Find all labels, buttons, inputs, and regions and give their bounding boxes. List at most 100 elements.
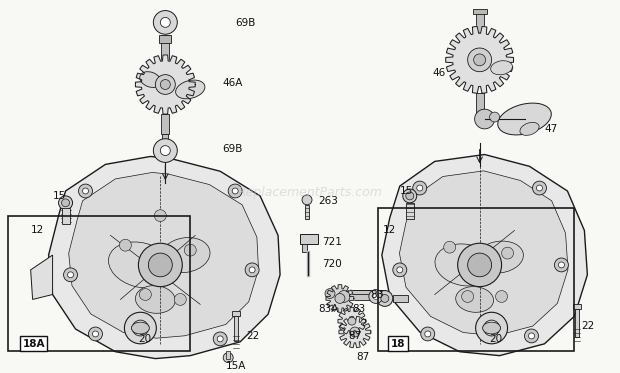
Circle shape — [58, 196, 73, 210]
Bar — [476, 93, 484, 118]
Bar — [393, 295, 408, 303]
Circle shape — [153, 10, 177, 34]
Circle shape — [217, 336, 223, 342]
Bar — [342, 294, 387, 300]
Circle shape — [213, 332, 227, 346]
Circle shape — [338, 291, 350, 303]
Bar — [378, 208, 574, 351]
Circle shape — [161, 79, 171, 90]
Ellipse shape — [456, 286, 494, 312]
Circle shape — [133, 320, 148, 336]
Bar — [472, 9, 487, 15]
Circle shape — [475, 109, 495, 129]
Circle shape — [89, 327, 102, 341]
Polygon shape — [382, 154, 587, 355]
Text: 22: 22 — [246, 331, 259, 341]
Ellipse shape — [135, 286, 175, 313]
Circle shape — [154, 210, 166, 222]
Text: 720: 720 — [322, 259, 342, 269]
Circle shape — [536, 185, 542, 191]
Ellipse shape — [520, 122, 539, 135]
Circle shape — [528, 333, 534, 339]
Circle shape — [462, 291, 474, 303]
Circle shape — [184, 244, 197, 256]
Circle shape — [153, 139, 177, 162]
Circle shape — [68, 272, 74, 278]
Text: 69B: 69B — [222, 144, 242, 154]
Polygon shape — [446, 26, 513, 93]
Circle shape — [120, 239, 131, 251]
Text: 20: 20 — [138, 334, 151, 344]
Polygon shape — [326, 285, 354, 312]
Text: 18: 18 — [391, 339, 405, 349]
Ellipse shape — [476, 241, 523, 273]
Text: 721: 721 — [322, 237, 342, 247]
Circle shape — [490, 112, 500, 122]
Circle shape — [348, 317, 356, 325]
Polygon shape — [339, 316, 371, 348]
Circle shape — [393, 263, 407, 277]
Circle shape — [156, 75, 175, 94]
Circle shape — [467, 253, 492, 277]
Circle shape — [467, 48, 492, 72]
Text: 15A: 15A — [226, 361, 247, 371]
Bar — [330, 289, 385, 298]
Text: 15: 15 — [53, 191, 66, 201]
Polygon shape — [135, 55, 195, 114]
Circle shape — [82, 188, 89, 194]
Polygon shape — [338, 307, 366, 335]
Circle shape — [554, 258, 569, 272]
Circle shape — [495, 291, 508, 303]
Circle shape — [61, 199, 69, 207]
Text: 83: 83 — [352, 304, 365, 314]
Circle shape — [405, 192, 414, 200]
Circle shape — [223, 353, 233, 363]
Circle shape — [525, 329, 539, 343]
Bar — [226, 351, 230, 358]
Circle shape — [403, 189, 417, 203]
Circle shape — [474, 54, 485, 66]
Text: 20: 20 — [490, 334, 503, 344]
Ellipse shape — [490, 61, 513, 75]
Circle shape — [417, 185, 423, 191]
Text: 12: 12 — [30, 226, 44, 235]
Text: 22: 22 — [582, 321, 595, 331]
Bar — [405, 203, 414, 219]
Bar — [161, 35, 169, 60]
Circle shape — [397, 267, 403, 273]
Ellipse shape — [435, 244, 494, 286]
Text: ReplacementParts.com: ReplacementParts.com — [237, 186, 383, 200]
Text: 46: 46 — [433, 68, 446, 78]
Circle shape — [476, 312, 508, 344]
Text: 263: 263 — [318, 196, 338, 206]
Text: 83A: 83A — [318, 304, 339, 314]
Circle shape — [161, 145, 171, 156]
Circle shape — [161, 18, 171, 27]
Bar — [305, 205, 309, 219]
Circle shape — [232, 188, 238, 194]
Circle shape — [245, 263, 259, 277]
Bar — [161, 114, 169, 134]
Circle shape — [484, 320, 500, 336]
Polygon shape — [69, 172, 259, 338]
Bar — [61, 208, 69, 223]
Circle shape — [335, 294, 345, 303]
Circle shape — [502, 247, 513, 259]
Circle shape — [228, 184, 242, 198]
Circle shape — [533, 181, 546, 195]
Ellipse shape — [175, 80, 205, 99]
Ellipse shape — [108, 242, 172, 288]
Circle shape — [325, 289, 335, 298]
Text: 12: 12 — [383, 226, 396, 235]
Ellipse shape — [161, 238, 210, 273]
Circle shape — [444, 241, 456, 253]
Circle shape — [140, 289, 151, 300]
Circle shape — [174, 294, 186, 305]
Text: 83: 83 — [370, 289, 383, 300]
Circle shape — [373, 294, 379, 300]
Bar — [574, 304, 582, 309]
Text: 87: 87 — [356, 352, 369, 362]
Ellipse shape — [140, 72, 161, 87]
Bar — [300, 234, 318, 244]
Ellipse shape — [482, 322, 500, 334]
